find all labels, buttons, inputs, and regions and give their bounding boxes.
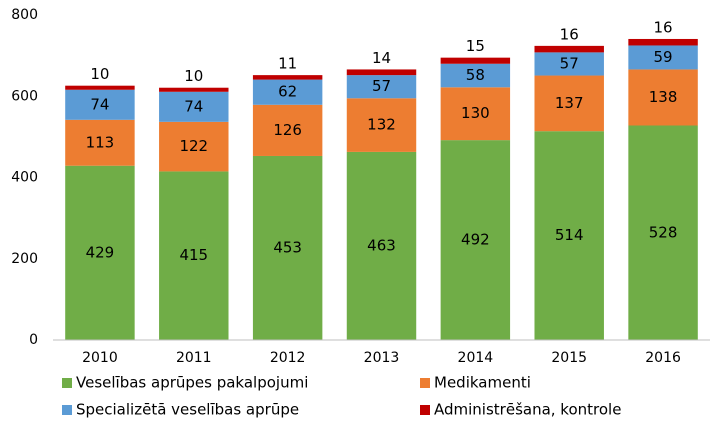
data-label: 74	[90, 95, 109, 113]
data-label: 16	[654, 18, 673, 36]
bar-segment	[534, 131, 604, 340]
x-tick-label: 2016	[645, 350, 681, 366]
data-label: 492	[461, 231, 490, 249]
data-label: 429	[86, 243, 115, 261]
bar-segment	[440, 87, 511, 141]
x-tick-label: 2013	[364, 350, 400, 366]
data-label: 126	[273, 121, 302, 139]
data-label: 137	[555, 94, 584, 112]
y-tick-label: 600	[11, 88, 38, 104]
data-label: 10	[90, 65, 109, 83]
bar-segment	[65, 119, 135, 166]
y-tick-label: 800	[11, 7, 38, 23]
bar-segment	[252, 75, 323, 80]
bar-segment	[346, 69, 417, 76]
data-label: 58	[466, 66, 485, 84]
data-label: 59	[654, 48, 673, 66]
bar-segment	[346, 75, 417, 99]
data-label: 528	[649, 223, 678, 241]
bar-segment	[628, 125, 698, 340]
data-label: 62	[278, 83, 297, 101]
bar-segment	[628, 38, 698, 46]
x-tick-label: 2010	[82, 350, 118, 366]
y-tick-label: 400	[11, 170, 38, 186]
data-label: 57	[372, 77, 391, 95]
data-label: 11	[278, 55, 297, 73]
bar-segment	[159, 121, 229, 172]
bar-segment	[534, 52, 604, 76]
legend-label: Veselības aprūpes pakalpojumi	[76, 374, 308, 392]
legend-label: Specializētā veselības aprūpe	[76, 401, 299, 419]
legend-swatch	[62, 378, 72, 388]
bar-segment	[65, 85, 135, 90]
data-label: 57	[560, 54, 579, 72]
bar-segment	[252, 155, 323, 340]
bar-segment	[252, 79, 323, 105]
x-tick-label: 2011	[176, 350, 212, 366]
bar-segment	[628, 45, 698, 70]
data-label: 130	[461, 104, 490, 122]
data-label: 463	[367, 236, 396, 254]
x-tick-label: 2014	[458, 350, 494, 366]
data-label: 74	[184, 97, 203, 115]
x-tick-label: 2012	[270, 350, 306, 366]
data-label: 138	[649, 88, 678, 106]
data-label: 14	[372, 49, 391, 67]
bar-segment	[159, 87, 229, 92]
y-tick-label: 0	[29, 332, 38, 348]
legend-swatch	[62, 405, 72, 415]
legend-label: Medikamenti	[434, 374, 531, 392]
bar-segment	[534, 75, 604, 132]
bar-segment	[159, 171, 229, 340]
bar-segment	[440, 63, 511, 88]
data-label: 15	[466, 37, 485, 55]
legend-label: Administrēšana, kontrole	[434, 401, 621, 419]
data-label: 122	[179, 137, 208, 155]
bar-segment	[65, 165, 135, 340]
data-label: 453	[273, 238, 302, 256]
bar-segment	[252, 104, 323, 156]
legend-swatch	[420, 405, 430, 415]
bar-segment	[346, 151, 417, 340]
bar-segment	[346, 98, 417, 152]
legend-swatch	[420, 378, 430, 388]
data-label: 415	[179, 246, 208, 264]
bar-segment	[159, 91, 229, 122]
data-label: 10	[184, 67, 203, 85]
data-label: 132	[367, 116, 396, 134]
x-tick-label: 2015	[551, 350, 587, 366]
data-label: 514	[555, 226, 584, 244]
data-label: 16	[560, 25, 579, 43]
bar-segment	[534, 45, 604, 53]
y-tick-label: 200	[11, 251, 38, 267]
bar-segment	[440, 57, 511, 64]
bar-segment	[440, 140, 511, 340]
bar-segment	[65, 89, 135, 120]
data-label: 113	[86, 133, 115, 151]
bar-segment	[628, 69, 698, 126]
